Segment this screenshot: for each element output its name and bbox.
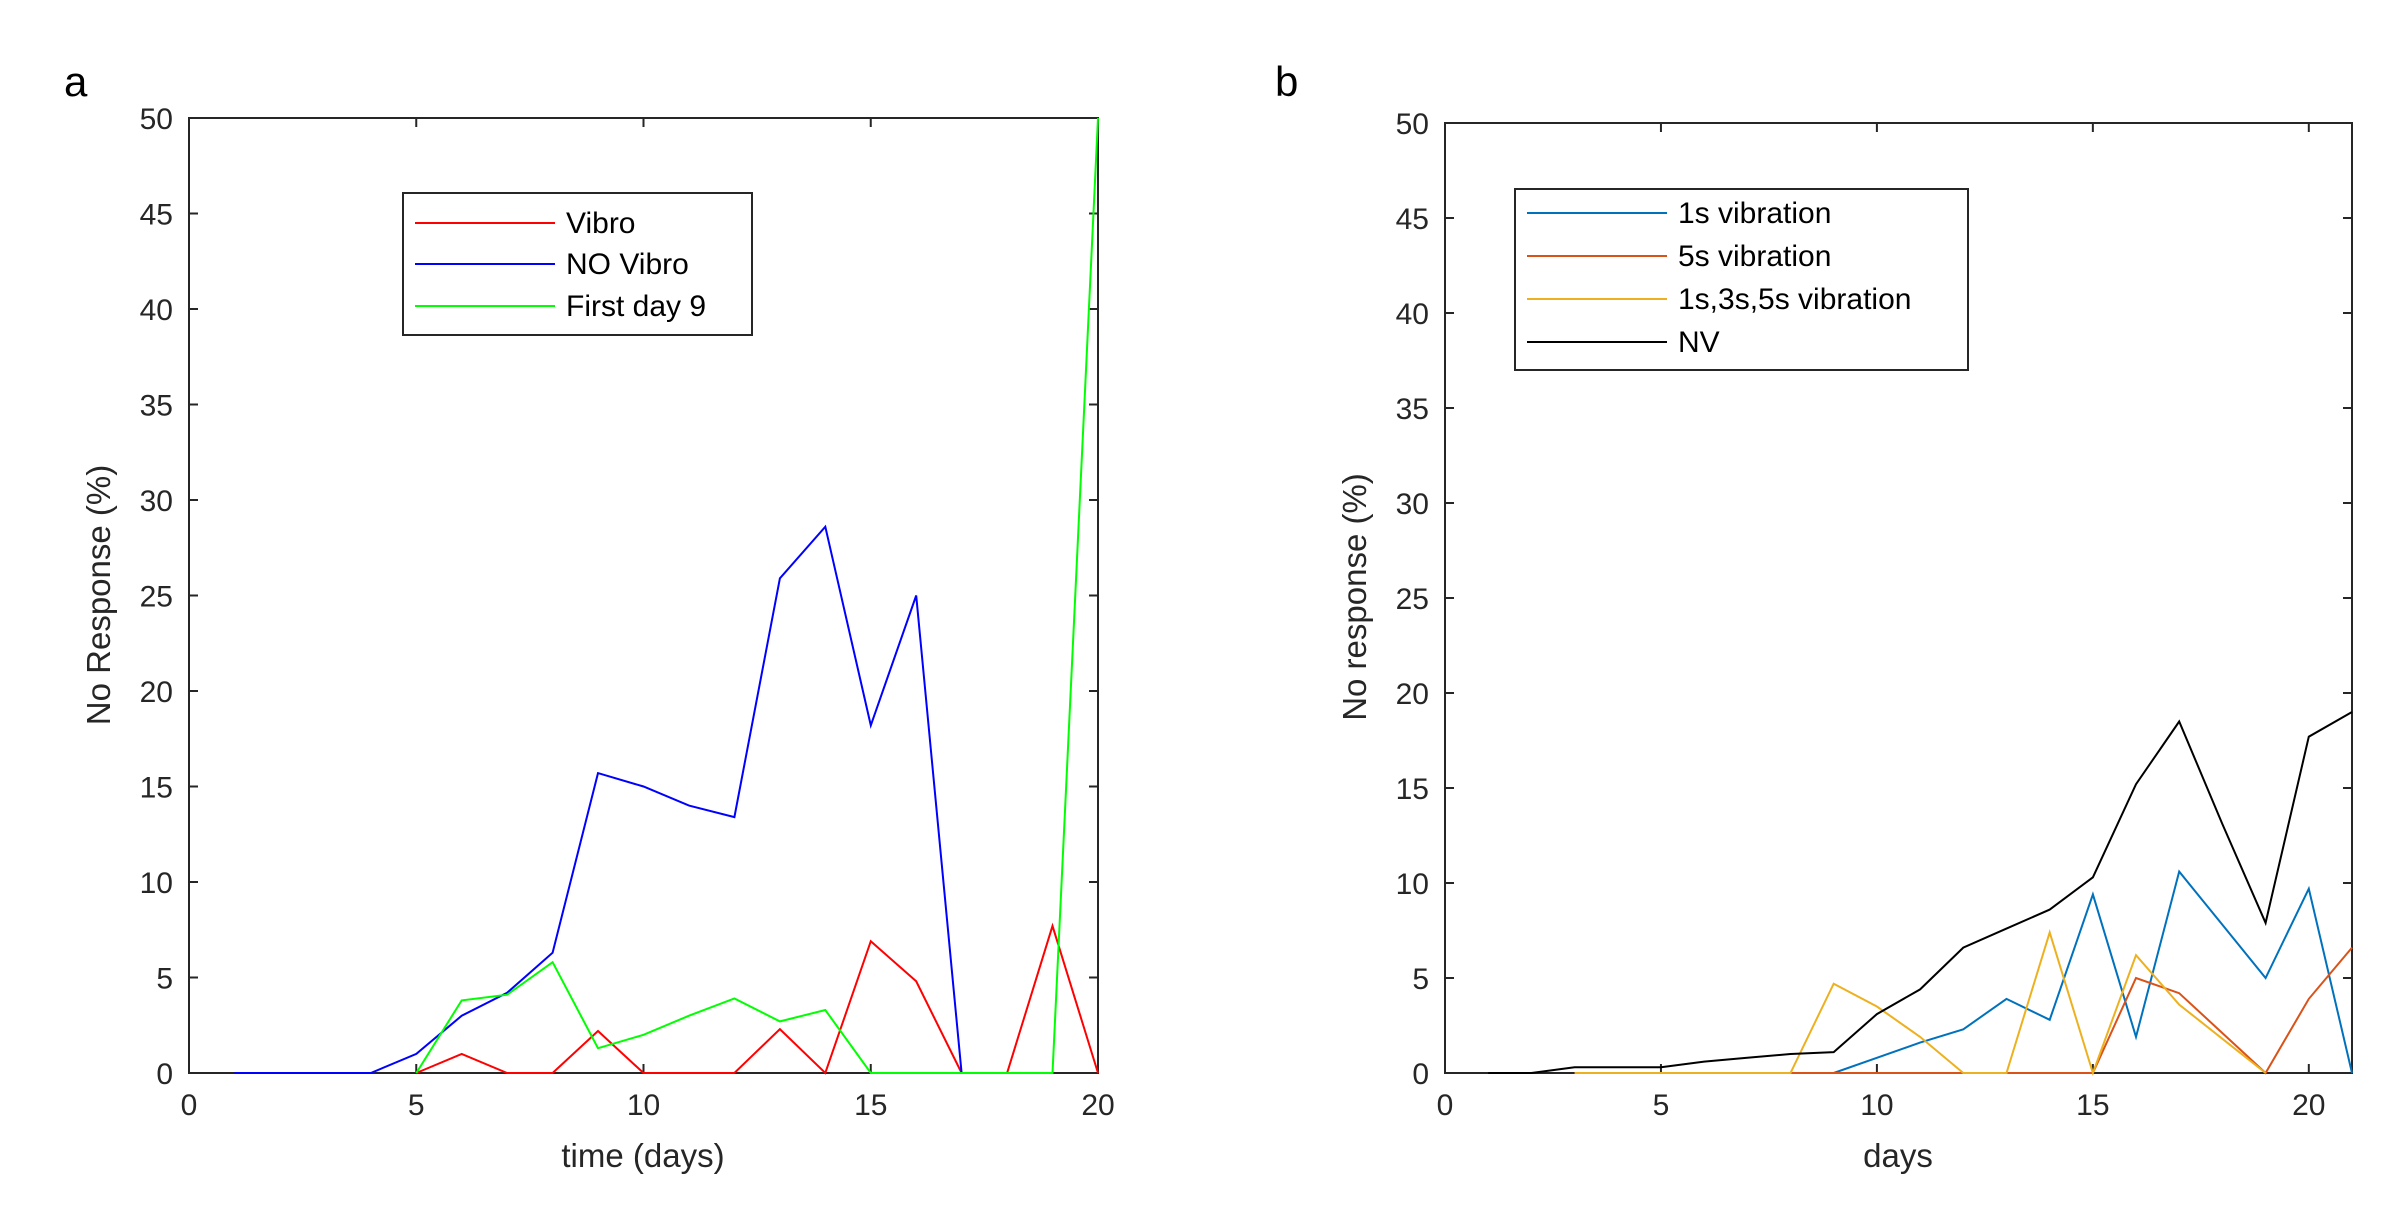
x-tick-label: 15	[2076, 1089, 2109, 1122]
y-tick-label: 35	[140, 390, 173, 423]
y-tick-label: 15	[1396, 773, 1429, 806]
legend-b: 1s vibration 5s vibration 1s,3s,5s vibra…	[1514, 188, 1969, 371]
y-axis-label-a: No Response (%)	[80, 465, 117, 725]
panel-label-b: b	[1275, 58, 1298, 105]
x-tick-label: 5	[1653, 1089, 1670, 1122]
x-tick-label: 20	[1081, 1089, 1114, 1122]
x-tick-label: 0	[1437, 1089, 1454, 1122]
legend-label-no-vibro: NO Vibro	[566, 248, 689, 281]
y-tick-label: 45	[140, 199, 173, 232]
legend-label-nv: NV	[1678, 326, 1720, 359]
y-tick-label: 50	[1396, 108, 1429, 141]
y-tick-label: 10	[140, 867, 173, 900]
y-tick-label: 25	[140, 581, 173, 614]
y-tick-label: 0	[156, 1058, 173, 1091]
legend-label-1s-vibration: 1s vibration	[1678, 197, 1831, 230]
x-tick-label: 10	[1860, 1089, 1893, 1122]
y-tick-label: 10	[1396, 868, 1429, 901]
y-tick-label: 0	[1412, 1058, 1429, 1091]
y-tick-label: 5	[156, 963, 173, 996]
y-tick-label: 15	[140, 772, 173, 805]
y-tick-label: 5	[1412, 963, 1429, 996]
y-tick-label: 20	[140, 676, 173, 709]
legend-label-first-day-9: First day 9	[566, 290, 706, 323]
y-tick-label: 35	[1396, 393, 1429, 426]
y-tick-label: 30	[140, 485, 173, 518]
series-line-nv	[1488, 711, 2353, 1074]
x-tick-label: 0	[181, 1089, 198, 1122]
y-tick-label: 50	[140, 103, 173, 136]
x-axis-label-b: days	[1863, 1137, 1933, 1174]
series-a	[234, 117, 1099, 1075]
x-tick-label: 5	[408, 1089, 425, 1122]
y-tick-label: 45	[1396, 203, 1429, 236]
y-tick-label: 25	[1396, 583, 1429, 616]
panel-a: a 0 5 10 15 20 0 5 10 15 20 25 30 35 40 45 50 time (day…	[64, 58, 1115, 1174]
panel-label-a: a	[64, 58, 88, 105]
y-tick-label: 20	[1396, 678, 1429, 711]
x-tick-label: 10	[627, 1089, 660, 1122]
y-tick-label: 40	[1396, 298, 1429, 331]
ticks-a: 0 5 10 15 20 0 5 10 15 20 25 30 35 40 45 50	[140, 103, 1115, 1122]
x-tick-label: 15	[854, 1089, 887, 1122]
ticks-b: 0 5 10 15 20 0 5 10 15 20 25 30 35 40 45 50	[1396, 108, 2352, 1122]
series-line-first-day-9	[415, 117, 1099, 1074]
x-tick-label: 20	[2292, 1089, 2325, 1122]
x-axis-label-a: time (days)	[561, 1137, 724, 1174]
y-axis-label-b: No response (%)	[1336, 473, 1373, 721]
series-line-1s-vibration	[1833, 869, 2353, 1074]
legend-box-b	[1514, 188, 1969, 371]
series-line-no-vibro	[234, 524, 963, 1074]
panel-b: b 0 5 10 15 20 0 5 10 15 20 25 30 35 40 45 50 days No r…	[1275, 58, 2353, 1174]
legend-label-1s3s5s-vibration: 1s,3s,5s vibration	[1678, 283, 1911, 316]
y-tick-label: 40	[140, 294, 173, 327]
series-b	[1488, 711, 2353, 1077]
series-line-1s-3s-5s-vibration	[1574, 928, 2267, 1077]
legend-label-vibro: Vibro	[566, 207, 636, 240]
y-tick-label: 30	[1396, 488, 1429, 521]
legend-label-5s-vibration: 5s vibration	[1678, 240, 1831, 273]
legend-a: Vibro NO Vibro First day 9	[402, 192, 753, 336]
